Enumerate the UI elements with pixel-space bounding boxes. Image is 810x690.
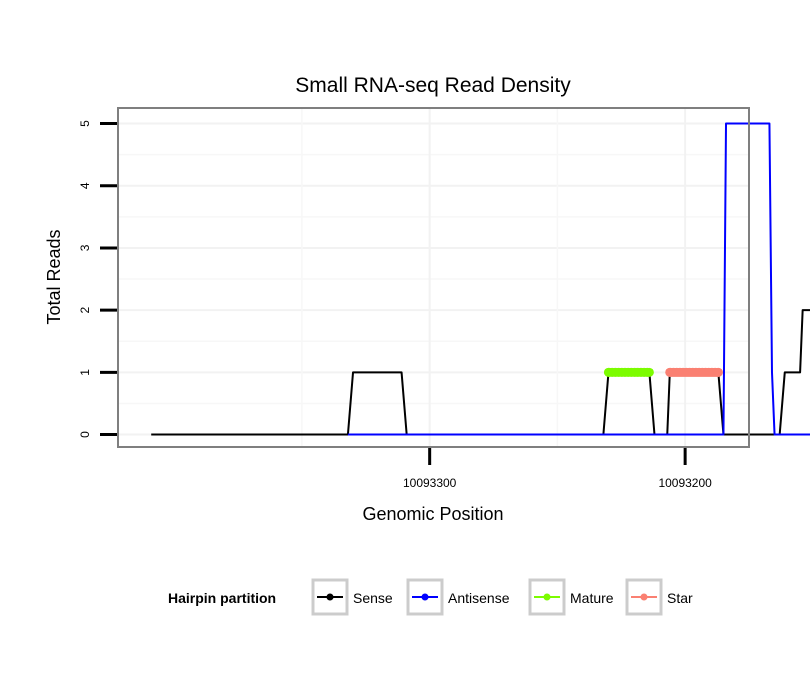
y-tick-label-4: 4 — [78, 182, 92, 189]
plot-series — [151, 122, 810, 436]
y-tick-label-0: 0 — [78, 431, 92, 438]
x-axis-title: Genomic Position — [362, 504, 503, 524]
legend-dot-sense — [326, 593, 334, 601]
legend-dot-star — [640, 593, 648, 601]
legend-dot-antisense — [421, 593, 429, 601]
grid — [118, 108, 749, 447]
series-sense-line — [151, 309, 810, 436]
y-tick-label-5: 5 — [78, 120, 92, 127]
legend-label-mature: Mature — [570, 590, 614, 606]
x-tick-label-10093200: 10093200 — [658, 476, 712, 490]
series-antisense-line — [347, 122, 810, 436]
legend-label-sense: Sense — [353, 590, 393, 606]
x-tick-label-10093300: 10093300 — [403, 476, 457, 490]
y-tick-label-3: 3 — [78, 244, 92, 251]
legend-label-star: Star — [667, 590, 693, 606]
axes: 0 1 2 3 4 5 10093300 10093200 — [78, 120, 712, 490]
y-tick-label-2: 2 — [78, 307, 92, 314]
series-star-point — [665, 367, 675, 377]
series-star-point — [713, 367, 723, 377]
series-mature-point — [603, 367, 613, 377]
series-mature-point — [644, 367, 654, 377]
legend-title: Hairpin partition — [168, 590, 276, 606]
y-tick-label-1: 1 — [78, 369, 92, 376]
legend: Hairpin partition Sense Antisense Mature St… — [168, 578, 693, 616]
panel-border — [117, 107, 750, 448]
legend-label-antisense: Antisense — [448, 590, 510, 606]
y-axis-title: Total Reads — [44, 229, 64, 324]
legend-dot-mature — [543, 593, 551, 601]
chart-title: Small RNA-seq Read Density — [295, 74, 571, 97]
